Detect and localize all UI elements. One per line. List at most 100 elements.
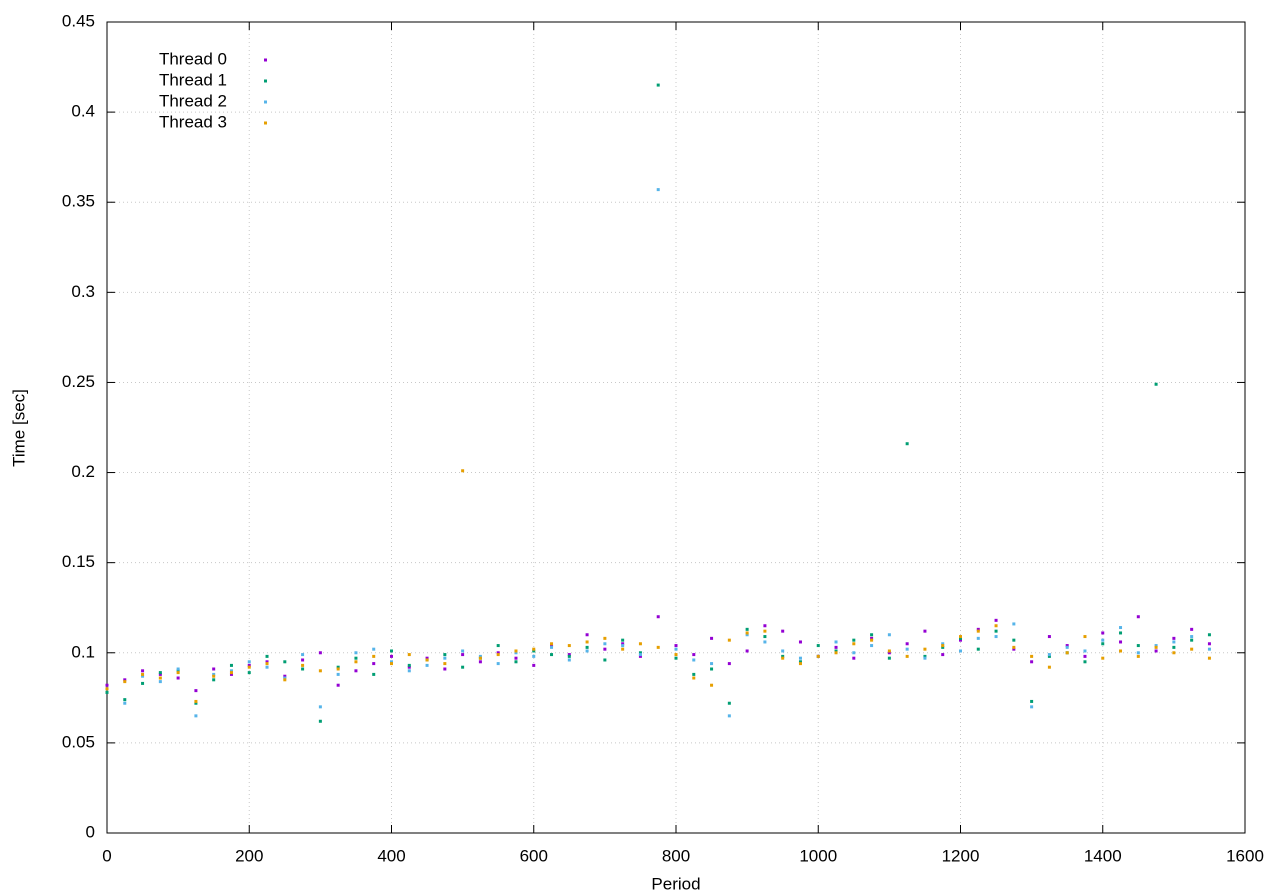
point [692, 672, 696, 676]
x-tick-label: 200 [235, 846, 263, 865]
point [1172, 651, 1176, 655]
point [336, 667, 340, 671]
point [336, 672, 340, 676]
point [727, 701, 731, 705]
point [141, 681, 145, 685]
point [212, 667, 216, 671]
point [585, 633, 589, 637]
point [781, 649, 785, 653]
legend-swatch [264, 58, 267, 62]
point [283, 676, 287, 680]
point [710, 667, 714, 671]
point [390, 654, 393, 658]
point [247, 671, 251, 675]
point [638, 651, 642, 655]
point [781, 629, 785, 633]
point [870, 644, 874, 648]
point [1136, 651, 1140, 655]
point [318, 705, 322, 709]
point [550, 644, 554, 648]
point [941, 645, 945, 649]
point [638, 654, 642, 658]
point [959, 635, 962, 639]
point [1083, 654, 1087, 658]
point [158, 676, 162, 680]
point [1119, 631, 1123, 635]
point [265, 660, 269, 664]
point [550, 645, 554, 649]
y-tick-label: 0.15 [62, 552, 95, 571]
point [1190, 635, 1194, 639]
point [194, 689, 198, 693]
point [265, 662, 269, 666]
point [229, 669, 233, 673]
point [621, 642, 625, 646]
x-tick-label: 1400 [1084, 846, 1122, 865]
point [425, 656, 429, 660]
point [656, 645, 660, 649]
point [763, 640, 767, 644]
point [1154, 644, 1158, 648]
point [692, 653, 696, 657]
point [923, 629, 927, 633]
point [905, 642, 909, 646]
point [994, 635, 998, 639]
point [247, 665, 251, 669]
point [354, 651, 358, 655]
point [301, 667, 305, 671]
point [247, 660, 251, 664]
point [603, 642, 607, 646]
plot-frame [106, 21, 1246, 834]
point [1207, 647, 1211, 651]
point [1154, 382, 1158, 386]
point [176, 667, 180, 671]
point [674, 647, 678, 651]
point [1030, 705, 1034, 709]
y-tick-label: 0.45 [62, 11, 95, 30]
point [621, 638, 625, 642]
point [141, 669, 145, 673]
point [1030, 699, 1034, 703]
point [1012, 645, 1016, 649]
point [1136, 644, 1140, 648]
point [870, 636, 874, 640]
point [1190, 627, 1194, 631]
point [727, 714, 731, 718]
point [123, 698, 127, 702]
point [141, 672, 145, 676]
point [390, 649, 393, 653]
point [852, 642, 856, 646]
point [1119, 640, 1123, 644]
point [745, 649, 749, 653]
point [585, 649, 589, 653]
point [959, 638, 962, 642]
y-tick-label: 0.2 [71, 462, 95, 481]
point [283, 660, 287, 664]
x-tick-label: 1600 [1226, 846, 1264, 865]
point [372, 672, 376, 676]
point [514, 660, 518, 664]
point [105, 690, 109, 694]
point [994, 629, 998, 633]
point [443, 662, 447, 666]
point [1154, 645, 1158, 649]
point [567, 658, 571, 662]
y-tick-label: 0.1 [71, 642, 95, 661]
point [976, 627, 980, 631]
point [727, 638, 731, 642]
point [229, 671, 233, 675]
point [301, 658, 305, 662]
point [976, 629, 980, 633]
point [461, 469, 465, 473]
point [1101, 642, 1105, 646]
point [1065, 644, 1069, 648]
point [550, 653, 554, 657]
point [1012, 638, 1016, 642]
point [905, 647, 909, 651]
point [336, 683, 340, 687]
point [1047, 654, 1051, 658]
point [1101, 656, 1105, 660]
point [141, 674, 145, 678]
